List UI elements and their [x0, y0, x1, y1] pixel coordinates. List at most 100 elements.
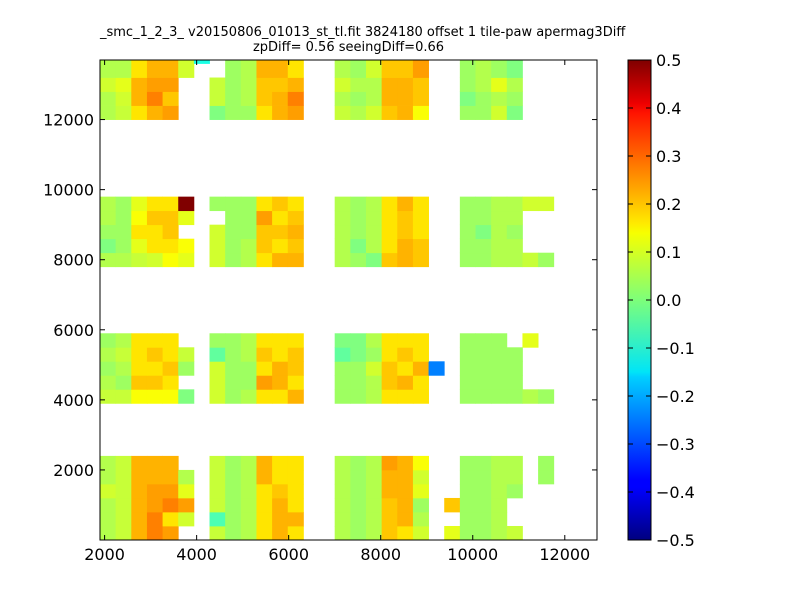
heatmap-cell [397, 361, 414, 376]
heatmap-cell [506, 525, 523, 540]
heatmap-cell [412, 224, 429, 240]
heatmap-cell [146, 60, 163, 64]
heatmap-cell [459, 375, 476, 390]
heatmap-cell [115, 455, 132, 471]
heatmap-cell [146, 525, 163, 540]
heatmap-cell [131, 361, 148, 376]
heatmap-cell [350, 224, 367, 240]
heatmap-cell [225, 361, 242, 376]
heatmap-cell [162, 469, 179, 485]
heatmap-cell [334, 224, 351, 240]
heatmap-cell [131, 196, 148, 212]
heatmap-cell [240, 483, 257, 499]
heatmap-cell [240, 224, 257, 240]
heatmap-cell [475, 389, 492, 404]
heatmap-cell [162, 525, 179, 540]
heatmap-cell [491, 63, 508, 78]
heatmap-cell [131, 91, 148, 106]
heatmap-cell [178, 196, 195, 212]
heatmap-cell [459, 196, 476, 212]
heatmap-cell [256, 210, 273, 226]
heatmap-cell [178, 238, 195, 254]
heatmap-cell [287, 361, 304, 376]
colorbar-tick-label: 0.2 [656, 195, 681, 214]
x-tick-label: 10000 [447, 545, 498, 564]
heatmap-cell [178, 511, 195, 527]
heatmap-cell [272, 455, 289, 471]
heatmap-cell [100, 91, 117, 106]
heatmap-cell [334, 469, 351, 485]
heatmap-cells [100, 60, 555, 540]
heatmap-cell [287, 333, 304, 348]
heatmap-cell [209, 497, 226, 513]
heatmap-cell [225, 511, 242, 527]
heatmap-cell [240, 389, 257, 404]
heatmap-cell [146, 105, 163, 120]
heatmap-cell [146, 252, 163, 268]
heatmap-cell [209, 389, 226, 404]
heatmap-cell [100, 361, 117, 376]
heatmap-cell [334, 252, 351, 268]
heatmap-cell [491, 224, 508, 240]
heatmap-cell [397, 91, 414, 106]
heatmap-cell [209, 347, 226, 362]
heatmap-cell [397, 511, 414, 527]
heatmap-cell [350, 196, 367, 212]
heatmap-cell [287, 252, 304, 268]
heatmap-cell [256, 483, 273, 499]
heatmap-cell [334, 238, 351, 254]
heatmap-cell [287, 238, 304, 254]
heatmap-cell [256, 252, 273, 268]
heatmap-cell [272, 483, 289, 499]
heatmap-cell [272, 91, 289, 106]
heatmap-cell [350, 252, 367, 268]
heatmap-cell [209, 375, 226, 390]
heatmap-cell [115, 511, 132, 527]
heatmap-cell [162, 511, 179, 527]
heatmap-cell [256, 389, 273, 404]
heatmap-cell [397, 483, 414, 499]
heatmap-cell [131, 252, 148, 268]
heatmap-cell [272, 60, 289, 64]
heatmap-cell [475, 196, 492, 212]
heatmap-cell [178, 389, 195, 404]
heatmap-cell [162, 196, 179, 212]
heatmap-cell [178, 210, 195, 226]
heatmap-cell [381, 224, 398, 240]
heatmap-cell [365, 91, 383, 106]
heatmap-cell [146, 77, 163, 92]
heatmap-cell [350, 77, 367, 92]
heatmap-cell [100, 347, 117, 362]
heatmap-cell [506, 375, 523, 390]
heatmap-cell [334, 375, 351, 390]
heatmap-cell [412, 483, 429, 499]
heatmap-cell [475, 497, 492, 513]
x-tick-label: 6000 [268, 545, 309, 564]
heatmap-cell [193, 60, 210, 64]
heatmap-cell [100, 375, 117, 390]
y-tick-label: 2000 [53, 461, 94, 480]
heatmap-cell [209, 105, 226, 120]
heatmap-cell [240, 196, 257, 212]
heatmap-cell [491, 252, 508, 268]
heatmap-cell [115, 77, 132, 92]
heatmap-cell [146, 224, 163, 240]
heatmap-cell [240, 252, 257, 268]
heatmap-cell [506, 105, 523, 120]
heatmap-cell [475, 361, 492, 376]
heatmap-cell [491, 238, 508, 254]
heatmap-cell [397, 77, 414, 92]
heatmap-cell [240, 105, 257, 120]
heatmap-cell [506, 63, 523, 78]
heatmap-cell [491, 525, 508, 540]
heatmap-cell [131, 77, 148, 92]
heatmap-cell [491, 60, 508, 64]
y-tick-label: 6000 [53, 321, 94, 340]
heatmap-cell [162, 252, 179, 268]
heatmap-cell [397, 525, 414, 540]
heatmap-cell [146, 238, 163, 254]
heatmap-cell [412, 63, 429, 78]
heatmap-cell [225, 238, 242, 254]
heatmap-cell [256, 347, 273, 362]
heatmap-cell [100, 483, 117, 499]
